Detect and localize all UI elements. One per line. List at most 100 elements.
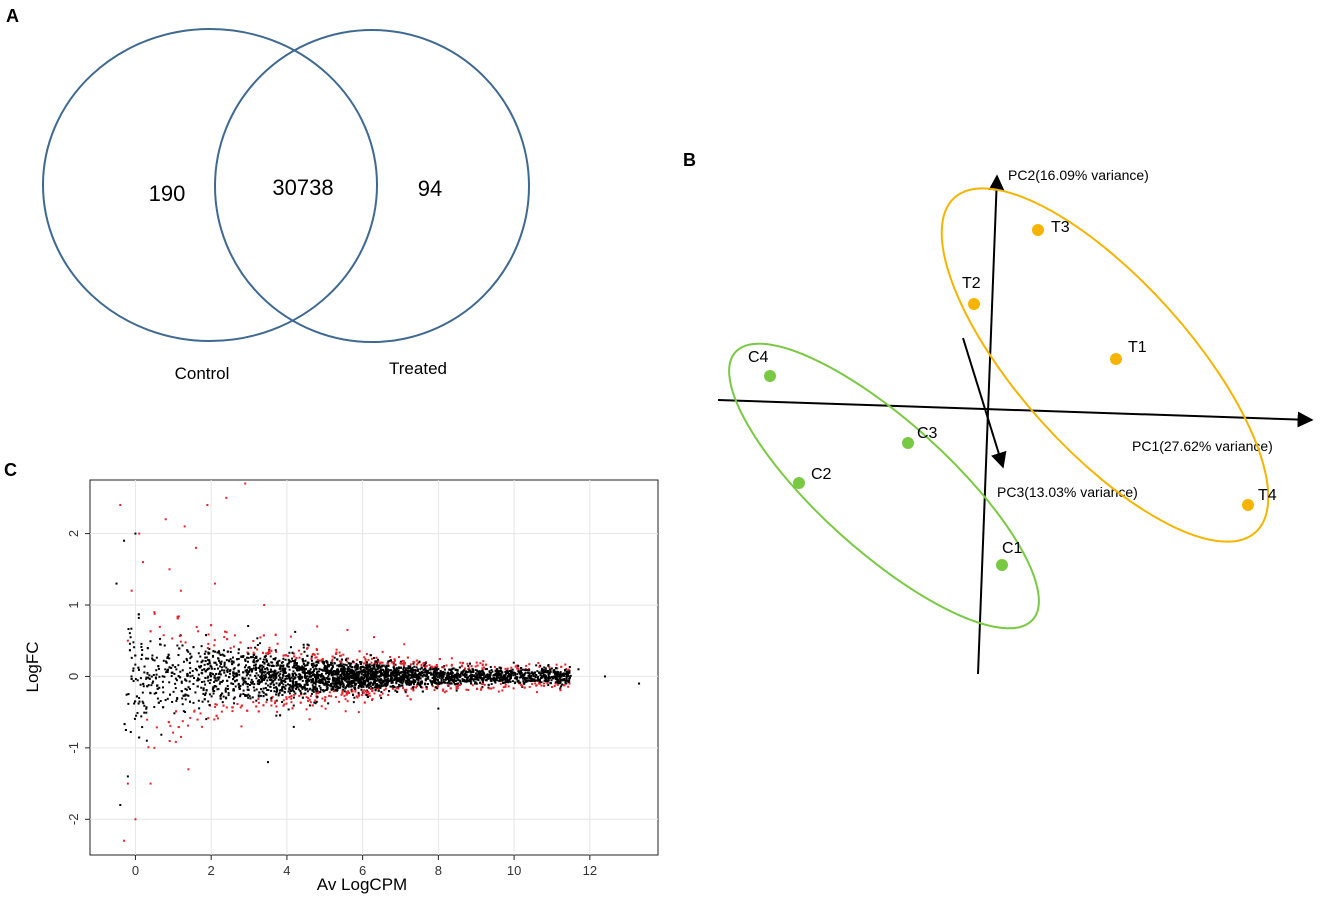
- ma-point: [136, 679, 139, 682]
- ma-point: [459, 682, 462, 685]
- ma-point: [221, 692, 224, 695]
- ma-point: [288, 651, 291, 654]
- ma-point: [327, 665, 330, 668]
- ma-point-significant: [375, 662, 378, 665]
- ma-point: [305, 672, 308, 675]
- ma-point-significant: [214, 703, 217, 706]
- ma-point: [308, 673, 311, 676]
- ma-point: [453, 675, 456, 678]
- ma-point: [293, 677, 296, 680]
- ma-point: [323, 664, 326, 667]
- ma-point: [303, 668, 306, 671]
- ma-point-significant: [164, 518, 167, 521]
- ma-point: [500, 676, 503, 679]
- ma-point-significant: [538, 682, 541, 685]
- ma-point: [474, 669, 477, 672]
- ma-point: [229, 669, 232, 672]
- ma-point-significant: [271, 695, 274, 698]
- ma-point: [257, 674, 260, 677]
- ma-point: [451, 679, 454, 682]
- ma-point-significant: [420, 663, 423, 666]
- ma-point: [411, 670, 414, 673]
- ma-point: [207, 658, 210, 661]
- ma-point-significant: [348, 691, 351, 694]
- ma-point: [266, 668, 269, 671]
- ma-point: [252, 656, 255, 659]
- ma-point-significant: [298, 694, 301, 697]
- ma-point: [294, 676, 297, 679]
- ma-point: [157, 667, 160, 670]
- ma-point: [565, 676, 568, 679]
- ma-point: [301, 687, 304, 690]
- ma-point: [307, 677, 310, 680]
- ma-point-significant: [381, 661, 384, 664]
- ma-point: [565, 682, 568, 685]
- ma-point: [331, 688, 334, 691]
- ma-point-significant: [346, 700, 349, 703]
- ma-point: [316, 671, 319, 674]
- ma-point: [481, 681, 484, 684]
- ma-point: [485, 668, 488, 671]
- ma-point: [415, 674, 418, 677]
- ma-point: [451, 674, 454, 677]
- ma-point: [259, 657, 262, 660]
- ma-point: [366, 666, 369, 669]
- ma-point: [244, 659, 247, 662]
- ma-point: [278, 691, 281, 694]
- ma-y-tick-label: -2: [66, 814, 81, 826]
- ma-point-significant: [423, 666, 426, 669]
- ma-point: [340, 669, 343, 672]
- ma-point: [382, 679, 385, 682]
- ma-point-significant: [412, 660, 415, 663]
- ma-point: [298, 678, 301, 681]
- ma-point: [340, 678, 343, 681]
- ma-point: [310, 662, 313, 665]
- ma-point-significant: [262, 634, 265, 637]
- ma-point: [303, 683, 306, 686]
- ma-point: [316, 670, 319, 673]
- ma-point-significant: [311, 704, 314, 707]
- ma-point: [219, 673, 222, 676]
- ma-point: [219, 653, 222, 656]
- ma-point: [470, 676, 473, 679]
- ma-point: [334, 688, 337, 691]
- ma-point: [217, 678, 220, 681]
- ma-point: [435, 671, 438, 674]
- ma-point: [558, 682, 561, 685]
- ma-point: [464, 674, 467, 677]
- ma-point: [499, 673, 502, 676]
- ma-point-significant: [398, 656, 401, 659]
- ma-point-significant: [213, 639, 216, 642]
- ma-point: [538, 671, 541, 674]
- venn-only-treated-count: 94: [418, 176, 442, 201]
- ma-point: [405, 671, 408, 674]
- ma-point-significant: [138, 532, 141, 535]
- ma-point: [180, 681, 183, 684]
- ma-point-significant: [470, 665, 473, 668]
- ma-point: [454, 668, 457, 671]
- ma-point: [186, 675, 189, 678]
- ma-point-significant: [371, 699, 374, 702]
- ma-point: [384, 671, 387, 674]
- ma-point: [197, 652, 200, 655]
- ma-point: [472, 670, 475, 673]
- ma-point-significant: [400, 662, 403, 665]
- ma-point: [511, 680, 514, 683]
- ma-point: [332, 678, 335, 681]
- venn-only-control-count: 190: [149, 181, 186, 206]
- ma-point: [184, 679, 187, 682]
- ma-point: [450, 682, 453, 685]
- ma-point: [431, 668, 434, 671]
- ma-point: [227, 687, 230, 690]
- ma-point: [248, 666, 251, 669]
- ma-point: [375, 675, 378, 678]
- ma-point: [225, 697, 228, 700]
- ma-point-significant: [568, 682, 571, 685]
- ma-point: [535, 664, 538, 667]
- ma-point: [315, 664, 318, 667]
- ma-point: [523, 682, 526, 685]
- ma-point: [347, 672, 350, 675]
- ma-point: [276, 664, 279, 667]
- ma-point: [336, 682, 339, 685]
- ma-point: [449, 676, 452, 679]
